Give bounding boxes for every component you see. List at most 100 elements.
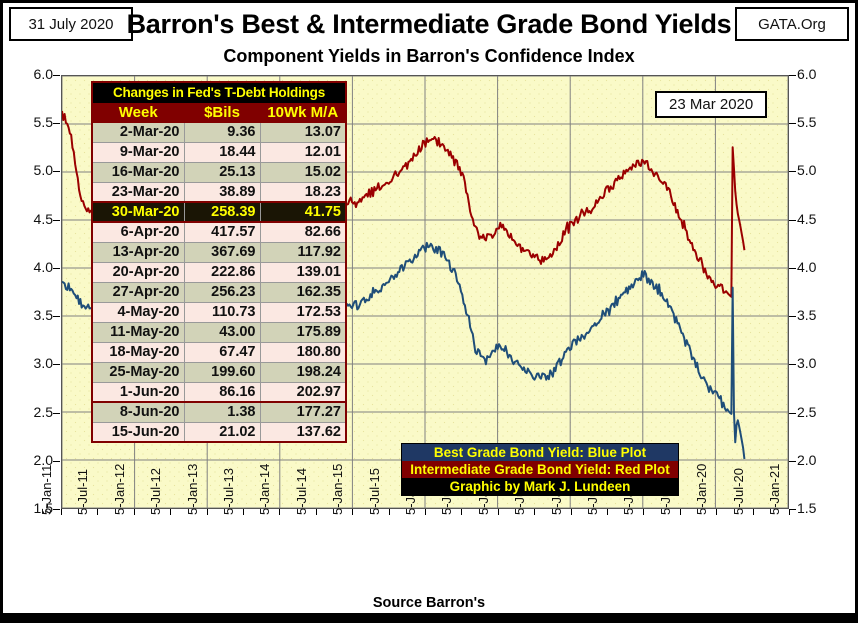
y-axis-tick-mark bbox=[53, 509, 60, 510]
x-axis-tick-label: 5-Jan-20 bbox=[694, 463, 710, 515]
y-axis-tick-mark bbox=[789, 509, 796, 510]
cell-bils: 9.36 bbox=[183, 121, 261, 143]
cell-bils: 1.38 bbox=[183, 401, 261, 423]
y-axis-tick-label: 5.0 bbox=[33, 162, 53, 179]
cell-week: 18-May-20 bbox=[91, 341, 185, 363]
cell-ma: 175.89 bbox=[259, 321, 347, 343]
y-axis-tick-mark bbox=[53, 267, 60, 269]
y-axis-tick-mark bbox=[789, 460, 796, 462]
x-axis-tick-mark bbox=[388, 509, 390, 515]
x-axis-tick-label: 5-Jul-12 bbox=[148, 468, 164, 515]
table-row: 16-Mar-20 25.13 15.02 bbox=[91, 161, 347, 183]
cell-ma: 117.92 bbox=[259, 241, 347, 263]
cell-week: 20-Apr-20 bbox=[91, 261, 185, 283]
x-axis-tick-mark bbox=[206, 509, 208, 515]
cell-ma: 172.53 bbox=[259, 301, 347, 323]
table-row: 20-Apr-20 222.86 139.01 bbox=[91, 261, 347, 283]
cell-bils: 18.44 bbox=[183, 141, 261, 163]
x-axis-tick-label: 5-Jan-13 bbox=[184, 463, 200, 515]
bottom-rule bbox=[3, 613, 855, 620]
y-axis-tick-mark bbox=[789, 316, 796, 318]
cell-week: 8-Jun-20 bbox=[91, 401, 185, 423]
x-axis-tick-mark bbox=[243, 509, 244, 515]
page-subtitle: Component Yields in Barron's Confidence … bbox=[223, 46, 635, 66]
y-axis-tick-mark bbox=[53, 412, 60, 414]
legend-item-best-grade: Best Grade Bond Yield: Blue Plot bbox=[402, 444, 678, 461]
x-axis-tick-label: 5-Jan-15 bbox=[330, 463, 346, 515]
y-axis-tick-label: 2.5 bbox=[33, 403, 53, 420]
y-axis-tick-mark bbox=[789, 75, 796, 76]
y-axis-tick-mark bbox=[789, 364, 796, 366]
y-axis-tick-label: 2.0 bbox=[33, 451, 53, 468]
y-axis-tick-mark bbox=[53, 123, 60, 125]
cell-week: 25-May-20 bbox=[91, 361, 185, 383]
x-axis-tick-mark bbox=[643, 509, 645, 515]
x-axis-tick-label: 5-Jan-21 bbox=[767, 463, 782, 515]
cell-bils: 199.60 bbox=[183, 361, 261, 383]
x-axis-tick-mark bbox=[570, 509, 572, 515]
cell-ma: 41.75 bbox=[259, 201, 347, 223]
cell-bils: 258.39 bbox=[183, 201, 261, 223]
cell-ma: 82.66 bbox=[259, 221, 347, 243]
y-axis-tick-label: 5.0 bbox=[797, 162, 817, 179]
cell-bils: 222.86 bbox=[183, 261, 261, 283]
cell-bils: 110.73 bbox=[183, 301, 261, 323]
page-title: Barron's Best & Intermediate Grade Bond … bbox=[126, 9, 732, 39]
table-header-row: Week $Bils 10Wk M/A bbox=[91, 101, 347, 123]
cell-bils: 25.13 bbox=[183, 161, 261, 183]
y-axis-tick-mark bbox=[53, 171, 60, 173]
x-axis-tick-label: 5-Jul-20 bbox=[730, 468, 746, 515]
x-axis-tick-label: 5-Jan-12 bbox=[111, 463, 127, 515]
cell-week: 13-Apr-20 bbox=[91, 241, 185, 263]
cell-bils: 21.02 bbox=[183, 421, 261, 443]
x-axis-tick-label: 5-Jul-15 bbox=[366, 468, 382, 515]
y-axis-tick-mark bbox=[789, 219, 796, 221]
x-axis-tick-label: 5-Jan-14 bbox=[257, 463, 273, 515]
table-row: 2-Mar-20 9.36 13.07 bbox=[91, 121, 347, 143]
table-row: 25-May-20 199.60 198.24 bbox=[91, 361, 347, 383]
cell-week: 4-May-20 bbox=[91, 301, 185, 323]
x-axis-tick-label: 5-Jul-11 bbox=[75, 468, 91, 515]
y-axis-tick-label: 6.0 bbox=[797, 66, 817, 82]
cell-bils: 417.57 bbox=[183, 221, 261, 243]
cell-ma: 15.02 bbox=[259, 161, 347, 183]
y-axis-tick-label: 5.5 bbox=[797, 114, 817, 131]
y-axis-tick-label: 5.5 bbox=[33, 114, 53, 131]
y-axis-tick-label: 4.5 bbox=[797, 210, 817, 227]
y-axis-tick-mark bbox=[53, 364, 60, 366]
cell-week: 2-Mar-20 bbox=[91, 121, 185, 143]
cell-week: 23-Mar-20 bbox=[91, 181, 185, 203]
y-axis-tick-label: 2.5 bbox=[797, 403, 817, 420]
table-title: Changes in Fed's T-Debt Holdings bbox=[91, 81, 347, 103]
x-axis-tick-mark bbox=[97, 509, 99, 515]
y-axis-tick-mark bbox=[53, 316, 60, 318]
y-axis-tick-label: 2.0 bbox=[797, 451, 817, 468]
table-row: 30-Mar-20 258.39 41.75 bbox=[91, 201, 347, 223]
y-axis-tick-label: 6.0 bbox=[33, 66, 53, 82]
chart-legend: Best Grade Bond Yield: Blue Plot Interme… bbox=[401, 443, 679, 496]
cell-ma: 180.80 bbox=[259, 341, 347, 363]
x-axis-tick-mark bbox=[133, 509, 135, 515]
cell-ma: 12.01 bbox=[259, 141, 347, 163]
fed-holdings-table: Changes in Fed's T-Debt Holdings Week $B… bbox=[91, 81, 347, 443]
table-body: 2-Mar-20 9.36 13.07 9-Mar-20 18.44 12.01 16-Ma… bbox=[91, 121, 347, 443]
table-row: 4-May-20 110.73 172.53 bbox=[91, 301, 347, 323]
table-row: 27-Apr-20 256.23 162.35 bbox=[91, 281, 347, 303]
source-label: Source Barron's bbox=[372, 595, 486, 611]
y-axis-tick-label: 3.0 bbox=[33, 355, 53, 372]
cell-week: 11-May-20 bbox=[91, 321, 185, 343]
table-row: 15-Jun-20 21.02 137.62 bbox=[91, 421, 347, 443]
cell-ma: 18.23 bbox=[259, 181, 347, 203]
y-axis-tick-label: 1.5 bbox=[797, 500, 817, 516]
cell-week: 15-Jun-20 bbox=[91, 421, 185, 443]
cell-week: 30-Mar-20 bbox=[91, 201, 185, 223]
cell-bils: 367.69 bbox=[183, 241, 261, 263]
cell-ma: 162.35 bbox=[259, 281, 347, 303]
table-row: 1-Jun-20 86.16 202.97 bbox=[91, 381, 347, 403]
x-axis-tick-mark bbox=[315, 509, 317, 515]
cell-ma: 13.07 bbox=[259, 121, 347, 143]
column-header-week: Week bbox=[91, 101, 185, 123]
x-axis-tick-mark bbox=[170, 509, 172, 515]
y-axis-tick-mark bbox=[53, 460, 60, 462]
y-axis-tick-label: 4.5 bbox=[33, 210, 53, 227]
